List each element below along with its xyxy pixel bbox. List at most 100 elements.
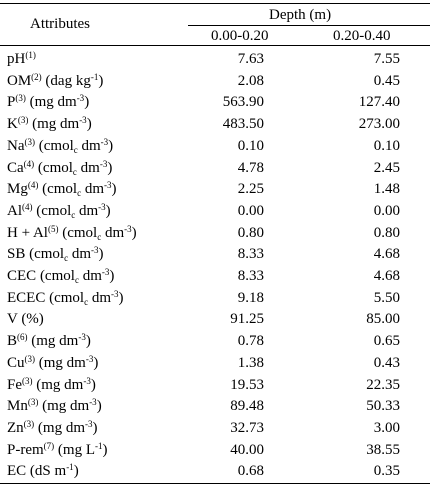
value-20-40: 127.40 <box>358 94 400 111</box>
attribute-cell: Cu(3) (mg dm-3) <box>7 352 98 374</box>
attribute-unit: (mg dm <box>27 333 79 350</box>
unit-exponent: -3 <box>98 201 106 212</box>
table-row: pH(1) 7.63 7.55 <box>0 48 430 70</box>
attribute-unit-end: ) <box>105 202 111 219</box>
attribute-unit: (mg dm <box>34 419 86 436</box>
attribute-footnote-ref: (4) <box>22 201 33 212</box>
attribute-unit-mid: dm <box>68 246 92 263</box>
unit-exponent: -3 <box>85 418 93 429</box>
attribute-name: P <box>7 94 16 111</box>
attribute-unit-mid: dm <box>101 224 125 241</box>
attribute-unit-end: ) <box>102 441 108 458</box>
attribute-footnote-ref: (3) <box>15 93 26 104</box>
value-0-20: 91.25 <box>230 311 264 328</box>
attribute-unit-end: ) <box>107 159 113 176</box>
attribute-unit: (cmol <box>35 137 74 154</box>
attribute-name: Cu <box>7 354 25 371</box>
unit-exponent: -1 <box>66 462 74 473</box>
attribute-unit-mid: dm <box>88 289 112 306</box>
unit-subscript: c <box>84 296 89 307</box>
attribute-name: Mg <box>7 181 28 198</box>
unit-exponent: -3 <box>100 136 109 147</box>
header-col-0-20: 0.00-0.20 <box>211 28 269 44</box>
attribute-cell: Mn(3) (mg dm-3) <box>7 395 102 417</box>
attribute-unit-end: ) <box>118 289 124 306</box>
value-0-20: 4.78 <box>237 159 264 176</box>
value-0-20: 1.38 <box>237 354 264 371</box>
value-0-20: 7.63 <box>237 51 264 67</box>
attribute-name: EC <box>7 463 27 480</box>
bottom-rule <box>0 483 430 484</box>
attribute-unit: (cmol <box>34 159 73 176</box>
header-attributes: Attributes <box>30 16 90 32</box>
unit-exponent: -3 <box>99 158 108 169</box>
attribute-cell: V (%) <box>7 308 44 330</box>
attribute-unit-mid: dm <box>75 202 99 219</box>
attribute-unit-mid: dm <box>81 181 105 198</box>
table-row: P-rem(7) (mg L-1) 40.00 38.55 <box>0 439 430 461</box>
attribute-cell: CEC (cmolc dm-3) <box>7 265 114 287</box>
unit-subscript: c <box>72 166 77 177</box>
value-0-20: 89.48 <box>230 398 264 415</box>
attribute-footnote-ref: (4) <box>27 180 39 191</box>
attribute-unit-mid: dm <box>77 137 101 154</box>
unit-exponent: -3 <box>85 353 94 364</box>
attribute-name: Zn <box>7 419 24 436</box>
value-20-40: 0.00 <box>373 202 400 219</box>
top-rule <box>0 3 430 4</box>
unit-exponent: -3 <box>91 245 99 256</box>
attribute-cell: ECEC (cmolc dm-3) <box>7 287 124 309</box>
attribute-name: Mn <box>7 398 28 415</box>
attribute-unit-end: ) <box>98 72 104 89</box>
attribute-unit-end: ) <box>84 94 90 111</box>
table-row: H + Al(5) (cmolc dm-3) 0.80 0.80 <box>0 222 430 244</box>
attribute-cell: K(3) (mg dm-3) <box>7 113 92 135</box>
attribute-unit-end: ) <box>92 419 98 436</box>
attribute-cell: B(6) (mg dm-3) <box>7 330 91 352</box>
attribute-footnote-ref: (2) <box>31 71 42 82</box>
attribute-footnote-ref: (7) <box>43 440 55 451</box>
value-0-20: 0.10 <box>237 137 264 154</box>
attribute-cell: Zn(3) (mg dm-3) <box>7 417 98 439</box>
value-20-40: 4.68 <box>373 268 400 284</box>
attribute-unit: (cmol <box>36 268 75 284</box>
value-0-20: 0.00 <box>237 202 264 219</box>
table-row: Cu(3) (mg dm-3) 1.38 0.43 <box>0 352 430 374</box>
value-20-40: 5.50 <box>373 289 400 306</box>
attribute-unit-end: ) <box>73 463 79 480</box>
attribute-unit-end: ) <box>131 224 137 241</box>
unit-exponent: -3 <box>124 223 132 234</box>
unit-exponent: -3 <box>79 115 87 126</box>
value-20-40: 0.43 <box>373 354 400 371</box>
attribute-cell: EC (dS m-1) <box>7 460 79 482</box>
attribute-footnote-ref: (3) <box>27 397 39 408</box>
table-row: CEC (cmolc dm-3) 8.33 4.68 <box>0 265 430 287</box>
table-row: P(3) (mg dm-3) 563.90 127.40 <box>0 91 430 113</box>
header-rule <box>0 45 430 46</box>
value-20-40: 0.80 <box>373 224 400 241</box>
attribute-footnote-ref: (3) <box>17 115 29 126</box>
attribute-footnote-ref: (5) <box>47 223 59 234</box>
attribute-unit: (cmol <box>38 181 78 198</box>
attribute-unit: (dS m <box>26 463 67 480</box>
table-row: Zn(3) (mg dm-3) 32.73 3.00 <box>0 417 430 439</box>
attribute-unit: (%) <box>17 311 44 328</box>
attribute-name: Ca <box>7 159 24 176</box>
attribute-unit-end: ) <box>98 246 104 263</box>
attribute-name: ECEC <box>7 289 46 306</box>
unit-subscript: c <box>97 231 102 242</box>
attribute-unit-end: ) <box>108 137 114 154</box>
attribute-unit-end: ) <box>96 398 102 415</box>
attribute-name: OM <box>7 72 32 89</box>
value-20-40: 38.55 <box>366 441 400 458</box>
value-20-40: 22.35 <box>366 376 400 393</box>
unit-exponent: -1 <box>90 71 99 82</box>
attribute-name: pH <box>7 51 26 67</box>
attribute-unit-end: ) <box>93 354 99 371</box>
table-row: Ca(4) (cmolc dm-3) 4.78 2.45 <box>0 157 430 179</box>
attribute-cell: P-rem(7) (mg L-1) <box>7 439 108 461</box>
value-20-40: 0.10 <box>373 137 400 154</box>
unit-subscript: c <box>74 275 79 285</box>
value-0-20: 9.18 <box>237 289 264 306</box>
attribute-unit-end: ) <box>90 376 96 393</box>
